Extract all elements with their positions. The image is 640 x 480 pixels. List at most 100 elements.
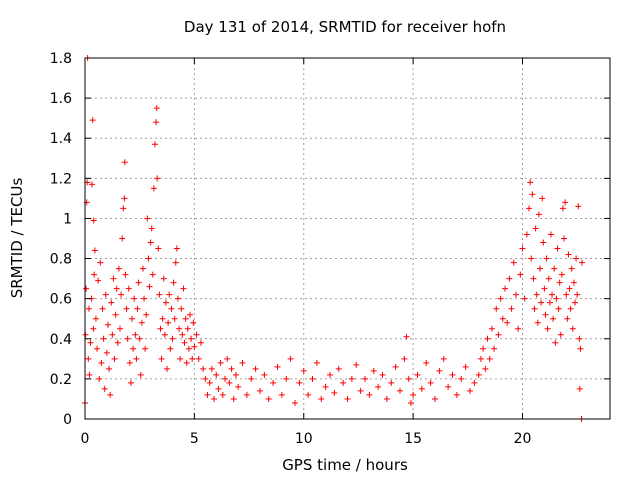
data-point — [184, 325, 191, 332]
data-point — [506, 275, 513, 282]
data-point — [96, 375, 103, 382]
data-point — [576, 335, 583, 342]
data-point — [127, 379, 134, 386]
data-point — [138, 319, 145, 326]
data-point — [170, 279, 177, 286]
data-point — [230, 395, 237, 402]
data-points — [82, 55, 585, 422]
data-point — [98, 359, 105, 366]
data-point — [156, 291, 163, 298]
data-point — [226, 379, 233, 386]
y-axis-title: SRMTID / TECUs — [8, 178, 26, 299]
data-point — [440, 355, 447, 362]
data-point — [159, 315, 166, 322]
data-point — [556, 279, 563, 286]
data-point — [181, 339, 188, 346]
data-point — [523, 231, 530, 238]
data-point — [427, 379, 434, 386]
data-point — [574, 291, 581, 298]
data-point — [557, 331, 564, 338]
data-point — [477, 355, 484, 362]
data-point — [166, 291, 173, 298]
data-point — [257, 387, 263, 394]
data-point — [197, 339, 204, 346]
data-point — [95, 277, 102, 284]
data-point — [183, 359, 190, 366]
data-point — [182, 315, 189, 322]
data-point — [577, 345, 584, 352]
data-point — [566, 285, 573, 292]
data-point — [300, 367, 307, 374]
data-point — [519, 245, 526, 252]
data-point — [405, 375, 412, 382]
data-point — [559, 205, 566, 212]
data-point — [252, 365, 259, 372]
data-point — [121, 195, 128, 202]
data-point — [550, 315, 557, 322]
data-point — [458, 375, 465, 382]
data-point — [243, 391, 250, 398]
data-point — [383, 395, 390, 402]
data-point — [436, 367, 443, 374]
data-point — [305, 391, 312, 398]
data-point — [202, 375, 209, 382]
data-point — [544, 325, 551, 332]
data-point — [366, 391, 373, 398]
data-point — [270, 379, 277, 386]
data-point — [215, 385, 222, 392]
data-point — [219, 391, 226, 398]
data-point — [99, 305, 106, 312]
data-point — [357, 387, 364, 394]
data-point — [224, 355, 231, 362]
data-point — [248, 375, 255, 382]
data-point — [502, 285, 508, 292]
y-tick-label: 0.2 — [50, 372, 72, 388]
data-point — [92, 315, 99, 322]
data-point — [190, 319, 197, 326]
data-point — [89, 117, 96, 124]
data-point — [90, 325, 97, 332]
data-point — [211, 395, 218, 402]
data-point — [471, 379, 478, 386]
data-point — [344, 395, 351, 402]
data-point — [274, 363, 281, 370]
data-point — [136, 335, 143, 342]
data-point — [153, 119, 160, 126]
data-point — [117, 325, 123, 332]
data-point — [222, 375, 228, 382]
data-point — [287, 355, 294, 362]
data-point — [539, 195, 546, 202]
data-point — [541, 285, 548, 292]
data-point — [568, 265, 575, 272]
data-point — [278, 391, 285, 398]
data-point — [122, 271, 129, 278]
data-point — [348, 375, 355, 382]
data-point — [535, 211, 542, 218]
data-point — [232, 371, 239, 378]
data-point — [517, 271, 524, 278]
data-point — [467, 387, 473, 394]
y-tick-label: 1 — [63, 211, 72, 227]
data-point — [531, 305, 538, 312]
data-point — [157, 325, 164, 332]
data-point — [141, 295, 148, 302]
data-point — [388, 379, 395, 386]
data-point — [565, 251, 572, 258]
data-point — [504, 319, 511, 326]
data-point — [480, 345, 487, 352]
data-point — [162, 299, 169, 306]
data-point — [462, 363, 469, 370]
data-point — [179, 331, 186, 338]
data-point — [169, 335, 176, 342]
data-point — [527, 179, 534, 186]
data-point — [515, 325, 522, 332]
data-point — [322, 383, 329, 390]
data-point — [261, 371, 268, 378]
data-point — [171, 315, 178, 322]
data-point — [87, 339, 94, 346]
data-point — [554, 245, 561, 252]
data-point — [563, 291, 570, 298]
data-point — [340, 379, 347, 386]
data-point — [180, 285, 187, 292]
y-tick-label: 1.4 — [50, 131, 72, 147]
